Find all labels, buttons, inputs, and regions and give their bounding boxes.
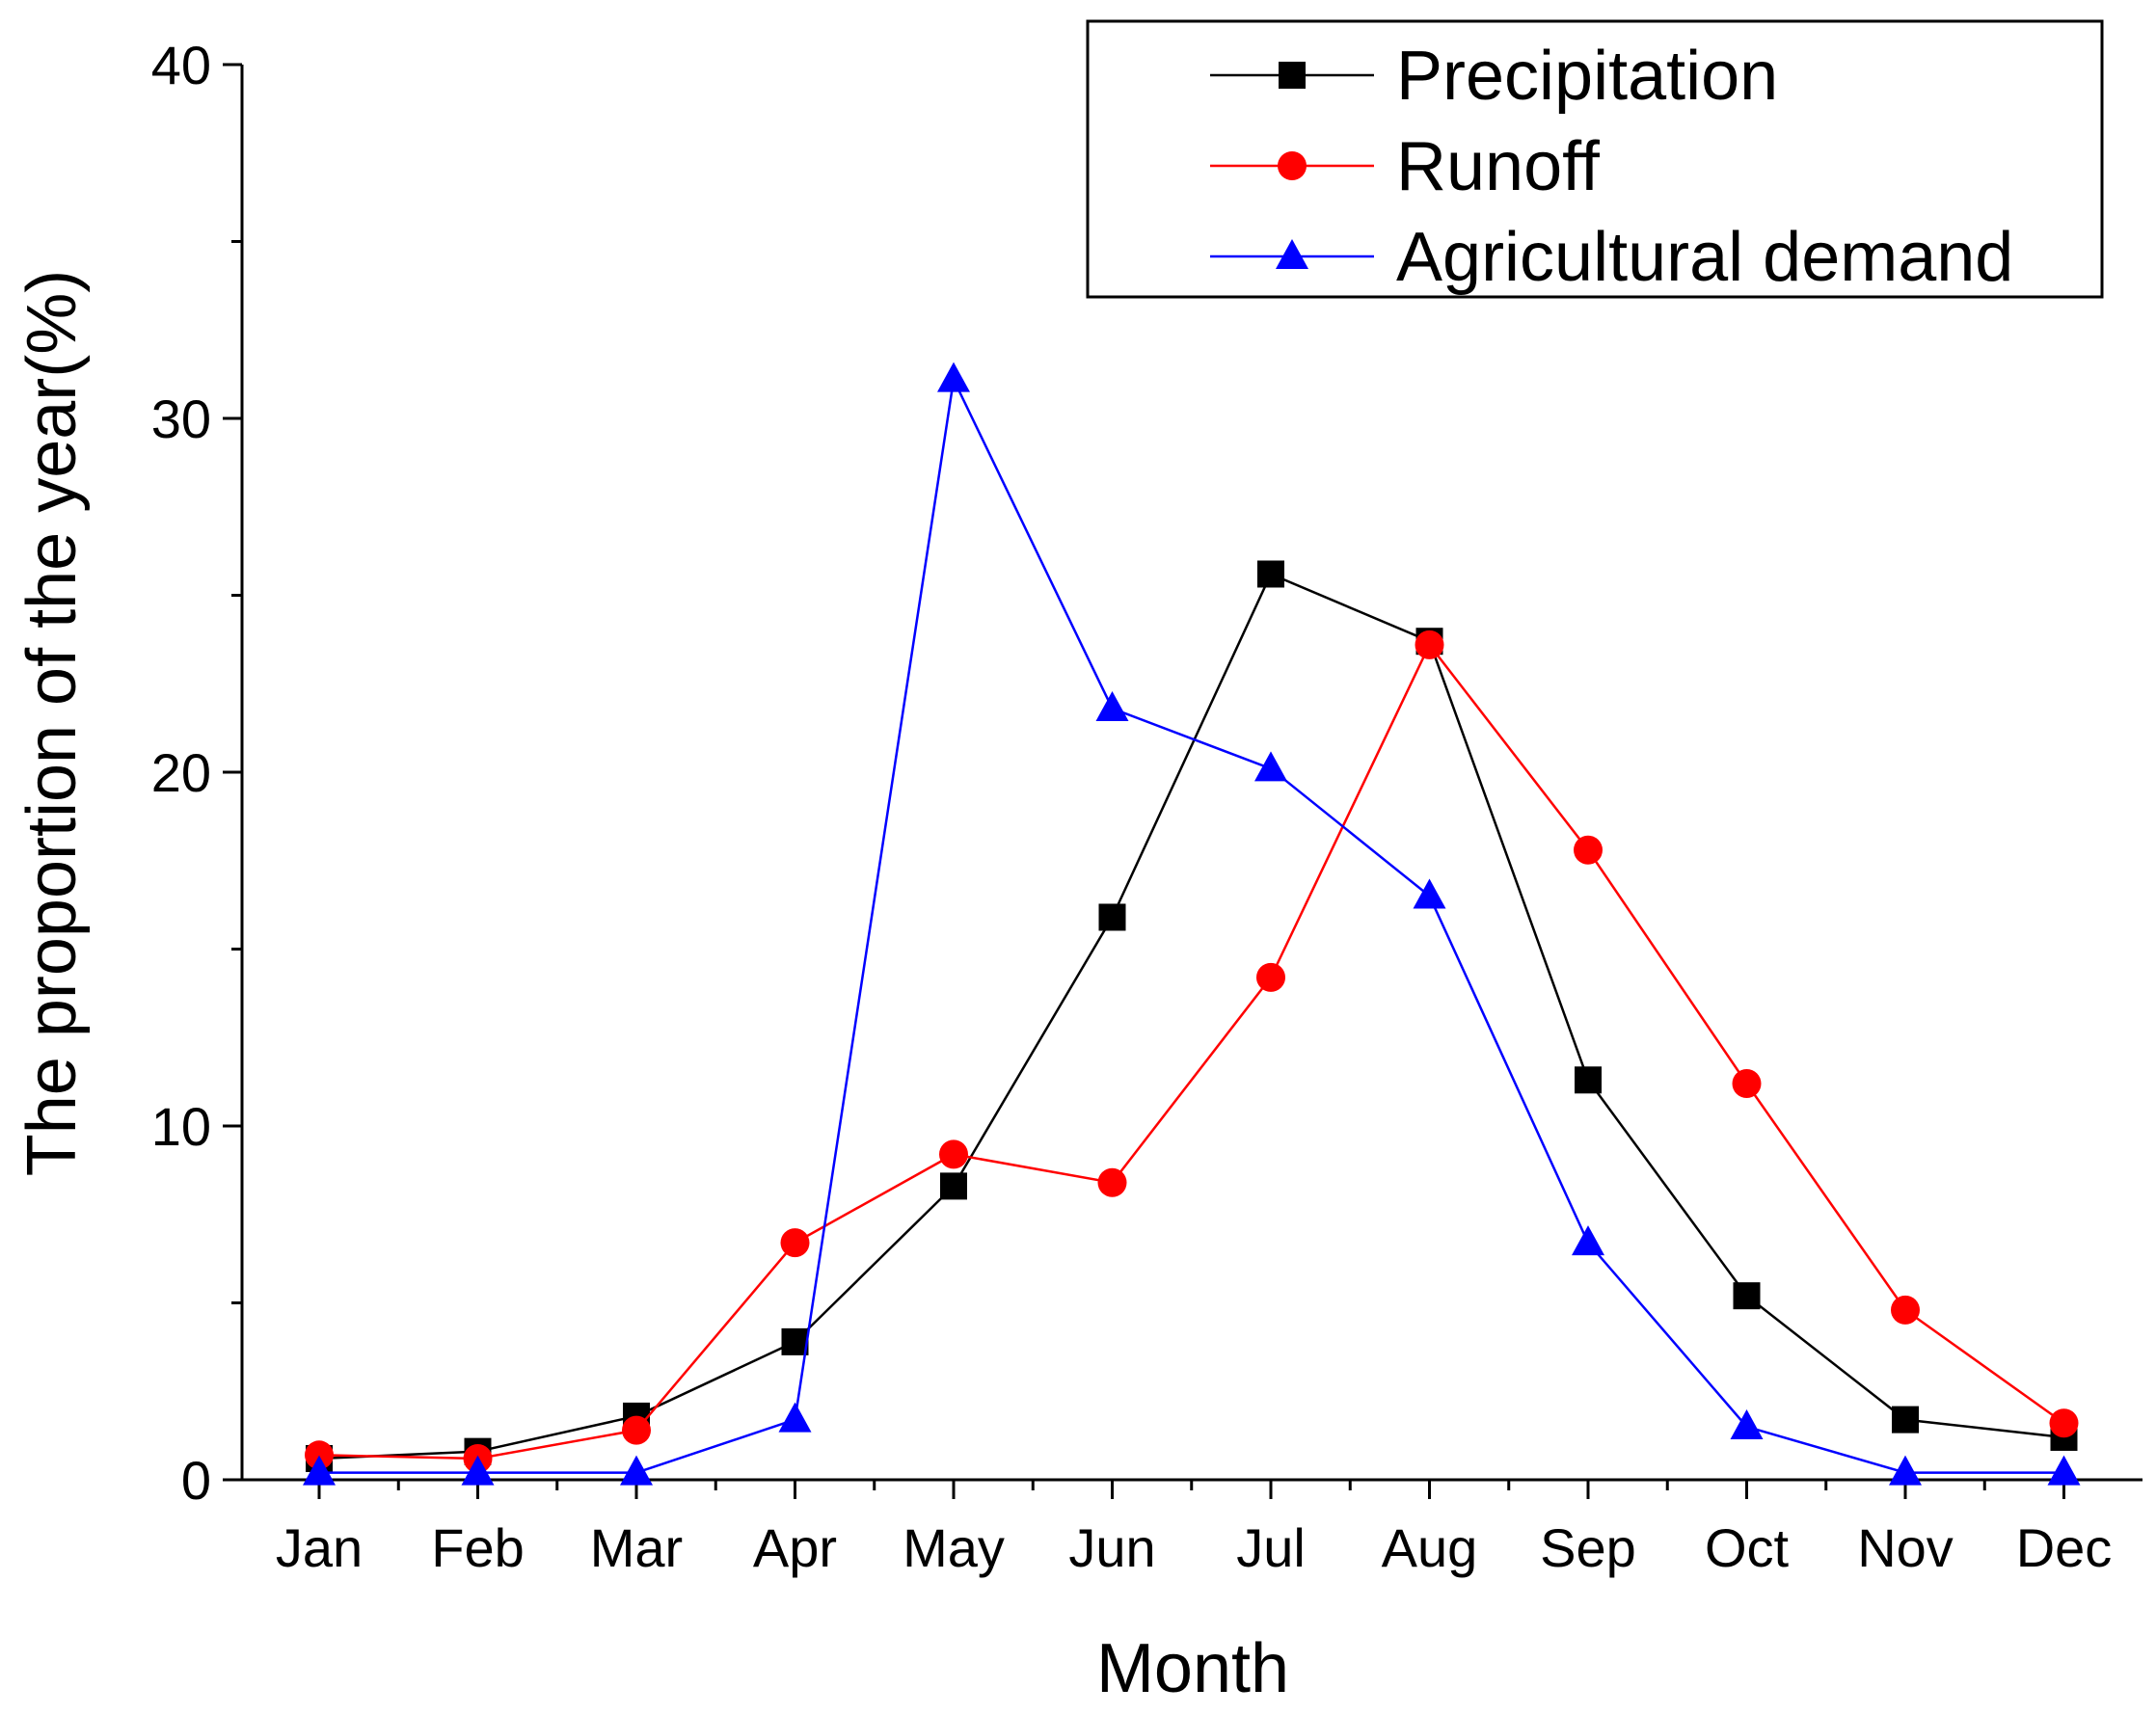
data-point-precipitation (1098, 903, 1126, 931)
x-tick-label: Jul (1236, 1517, 1306, 1578)
series-line-agricultural-demand (319, 375, 2064, 1474)
y-tick-label: 30 (151, 389, 211, 449)
y-tick-label: 40 (151, 35, 211, 95)
data-point-runoff (1891, 1295, 1920, 1325)
x-tick-label: Oct (1705, 1517, 1790, 1578)
series-line-runoff (318, 642, 2065, 1460)
legend-entry-runoff: Runoff (1210, 128, 1601, 205)
series-precipitation (306, 560, 2078, 1472)
data-point-agricultural-demand (2047, 1455, 2081, 1486)
y-axis-title: The proportion of the year(%) (13, 270, 91, 1176)
legend-marker-agricultural-demand (1276, 239, 1308, 269)
legend-entry-precipitation: Precipitation (1210, 38, 1778, 115)
axes: 0 10 20 30 40 Jan Feb Mar Apr May Jun Jul Aug Sep Oct N… (151, 35, 2143, 1578)
legend-entry-agricultural-demand: Agricultural demand (1210, 219, 2013, 296)
legend-label-precipitation: Precipitation (1396, 38, 1778, 115)
legend-box (1086, 19, 2104, 299)
data-point-agricultural-demand (1572, 1225, 1604, 1256)
x-tick-label: Jun (1068, 1517, 1155, 1578)
data-point-runoff (1256, 962, 1285, 992)
data-point-agricultural-demand (937, 362, 970, 392)
data-point-runoff (1574, 835, 1603, 865)
data-point-precipitation (1575, 1066, 1602, 1094)
x-tick-label: Dec (2016, 1517, 2113, 1578)
legend-marker-precipitation (1279, 62, 1306, 89)
data-point-precipitation (1733, 1282, 1761, 1310)
y-tick-label: 0 (181, 1450, 211, 1511)
series-agricultural-demand (303, 362, 2081, 1486)
data-point-agricultural-demand (1889, 1455, 1922, 1486)
data-point-precipitation (940, 1172, 967, 1200)
data-point-agricultural-demand (620, 1455, 653, 1486)
data-point-agricultural-demand (303, 1455, 336, 1486)
data-point-agricultural-demand (778, 1402, 812, 1433)
x-tick-label: Jan (276, 1517, 363, 1578)
x-tick-label: Sep (1540, 1517, 1636, 1578)
x-tick-label: Mar (590, 1517, 683, 1578)
series-layer (303, 362, 2081, 1486)
x-tick-label: Aug (1382, 1517, 1478, 1578)
data-point-agricultural-demand (1254, 751, 1287, 782)
legend-label-runoff: Runoff (1396, 128, 1601, 205)
data-point-precipitation (781, 1327, 809, 1355)
x-tick-label: May (903, 1517, 1005, 1578)
data-point-runoff (1415, 630, 1444, 659)
x-tick-label: Nov (1857, 1517, 1954, 1578)
x-tick-label: Feb (431, 1517, 525, 1578)
data-point-runoff (305, 1440, 334, 1470)
y-tick-label: 10 (151, 1096, 211, 1157)
series-runoff (305, 630, 2079, 1473)
data-point-runoff (622, 1415, 651, 1445)
x-axis-title: Month (1096, 1630, 1289, 1707)
data-point-agricultural-demand (461, 1455, 495, 1486)
legend-label-agricultural-demand: Agricultural demand (1396, 219, 2013, 296)
x-tick-label: Apr (753, 1517, 837, 1578)
data-point-runoff (780, 1228, 810, 1258)
data-point-runoff (1732, 1068, 1762, 1098)
data-point-runoff (1097, 1167, 1127, 1197)
data-point-precipitation (1257, 560, 1284, 588)
data-point-runoff (2049, 1408, 2079, 1438)
data-point-runoff (939, 1139, 968, 1169)
legend-marker-runoff (1278, 151, 1307, 180)
series-line-precipitation (318, 572, 2064, 1460)
y-tick-label: 20 (151, 742, 211, 803)
data-point-precipitation (1892, 1406, 1919, 1434)
data-point-agricultural-demand (1413, 878, 1446, 909)
legend: Precipitation Runoff Agricultural demand (1086, 19, 2104, 299)
data-point-agricultural-demand (1095, 690, 1129, 721)
data-point-agricultural-demand (1730, 1408, 1764, 1439)
